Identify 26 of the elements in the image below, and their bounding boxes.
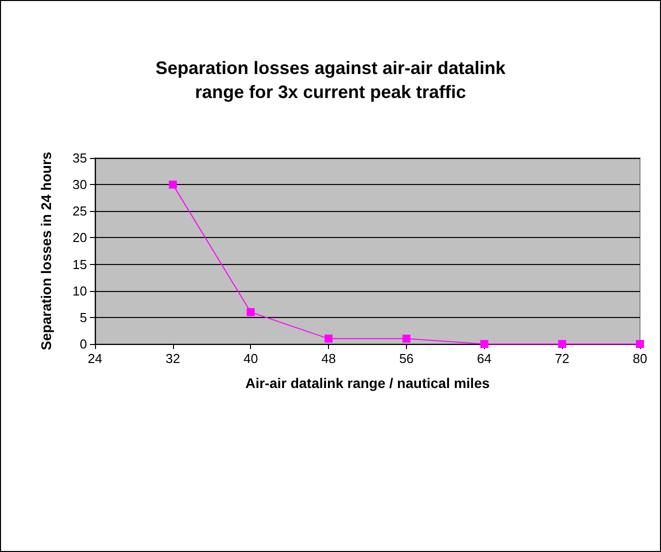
point	[402, 334, 410, 343]
point	[558, 340, 566, 348]
point	[168, 180, 177, 189]
point	[636, 340, 644, 348]
x-axis-title: Air-air datalink range / nautical miles	[245, 375, 490, 391]
y-tick-label: 20	[72, 230, 87, 246]
x-tick-label: 48	[321, 351, 336, 366]
x-tick-label: 32	[166, 351, 180, 366]
y-tick-label: 15	[72, 256, 87, 272]
y-tick-label: 35	[72, 150, 87, 166]
chart-title: Separation losses against air-air datalink range for 3x current peak traffic	[155, 58, 507, 102]
y-axis-title: Separation losses in 24 hours	[38, 152, 54, 350]
y-tick-label: 10	[72, 283, 87, 298]
point	[324, 334, 333, 343]
x-tick-label: 80	[632, 351, 648, 366]
x-tick-label: 64	[477, 351, 492, 366]
point	[246, 308, 255, 316]
x-tick-label: 72	[554, 351, 570, 366]
x-tick-label: 56	[399, 351, 414, 366]
y-tick-label: 5	[80, 310, 87, 325]
y-tick-label: 25	[72, 204, 87, 219]
y-tick-label: 30	[72, 177, 87, 192]
x-tick-label: 40	[243, 351, 258, 366]
x-tick-label: 24	[88, 351, 102, 366]
y-tick-label: 0	[80, 336, 87, 352]
point	[480, 340, 488, 348]
